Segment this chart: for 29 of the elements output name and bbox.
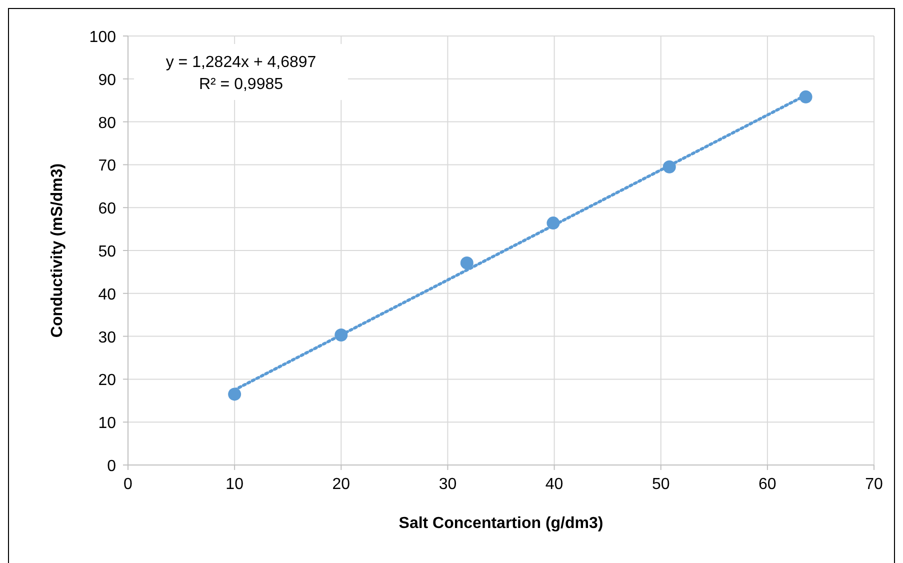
y-tick-label: 70 [98, 158, 116, 175]
y-tick-label: 100 [89, 29, 116, 46]
x-axis-title: Salt Concentartion (g/dm3) [398, 515, 604, 532]
point [546, 216, 560, 230]
point [460, 256, 474, 270]
y-axis-title: Conductivity (mS/dm3) [49, 163, 66, 338]
annotation: y = 1,2824x + 4,6897 [166, 54, 316, 71]
y-tick-label: 30 [98, 329, 116, 346]
y-tick-label: 10 [98, 415, 116, 432]
y-tick-label: 80 [98, 114, 116, 132]
y-tick-label: 40 [98, 286, 116, 304]
point [228, 388, 242, 401]
x-tick-label: 50 [652, 476, 670, 493]
x-tick-label: 40 [545, 476, 564, 493]
x-tick-label: 30 [438, 476, 457, 493]
x-tick-label: 70 [865, 476, 883, 493]
y-tick-label: 50 [98, 244, 116, 260]
point [662, 160, 676, 174]
x-tick-label: 10 [226, 476, 244, 493]
point [799, 90, 812, 104]
point [334, 328, 348, 342]
x-tick-label: 0 [124, 476, 133, 493]
y-tick-label: 0 [107, 458, 116, 475]
y-tick-label: 20 [98, 372, 116, 390]
y-tick-label: 60 [98, 200, 116, 218]
x-tick-label: 20 [332, 476, 350, 493]
x-tick-label: 60 [758, 476, 776, 493]
y-tick-label: 90 [98, 72, 116, 89]
annotation: R² = 0,9985 [198, 76, 284, 93]
